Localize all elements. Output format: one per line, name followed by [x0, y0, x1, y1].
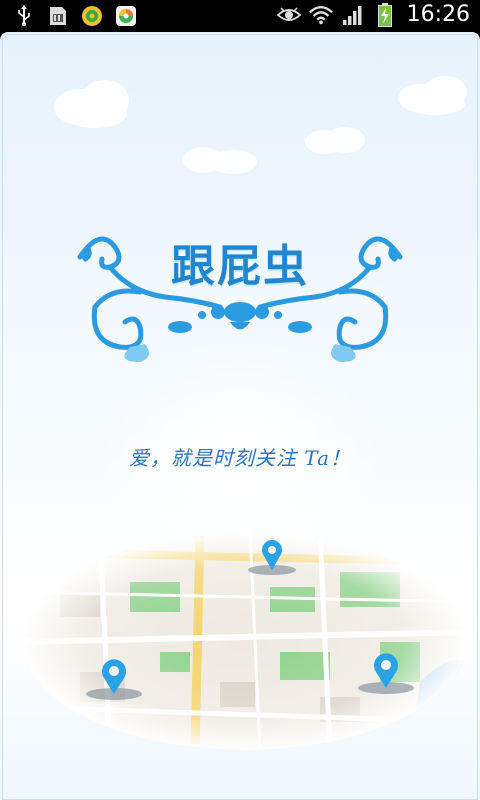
usb-icon	[12, 4, 36, 28]
browser-app-icon	[114, 4, 138, 28]
wifi-icon	[308, 3, 333, 27]
app-logo: 跟屁虫	[70, 212, 410, 372]
cloud-decoration	[398, 76, 467, 115]
map-icon	[23, 534, 467, 750]
status-right-icons: 16:26	[276, 2, 470, 27]
battery-charging-icon	[373, 2, 397, 27]
slogan-text: 爱，就是时刻关注 Ta！	[128, 446, 352, 470]
cloud-decoration	[305, 127, 365, 154]
signal-icon	[341, 3, 365, 27]
background-glow	[90, 332, 390, 582]
location-pin-icon	[358, 653, 414, 694]
splash-screen: 跟屁虫 爱，就是时刻关注 Ta！	[0, 32, 480, 800]
location-pin-icon	[248, 540, 296, 575]
ornament-scroll-icon	[77, 236, 403, 362]
map-illustration	[20, 532, 470, 752]
cloud-decoration	[183, 147, 257, 174]
sim-toolkit-icon	[46, 4, 70, 28]
game-app-icon	[80, 4, 104, 28]
app-title: 跟屁虫	[171, 241, 309, 292]
eye-icon	[276, 3, 301, 27]
location-pin-icon	[86, 659, 142, 700]
status-left-icons	[12, 4, 138, 28]
cloud-decoration	[54, 80, 129, 128]
status-clock: 16:26	[406, 2, 470, 27]
status-bar: 16:26	[0, 0, 480, 32]
